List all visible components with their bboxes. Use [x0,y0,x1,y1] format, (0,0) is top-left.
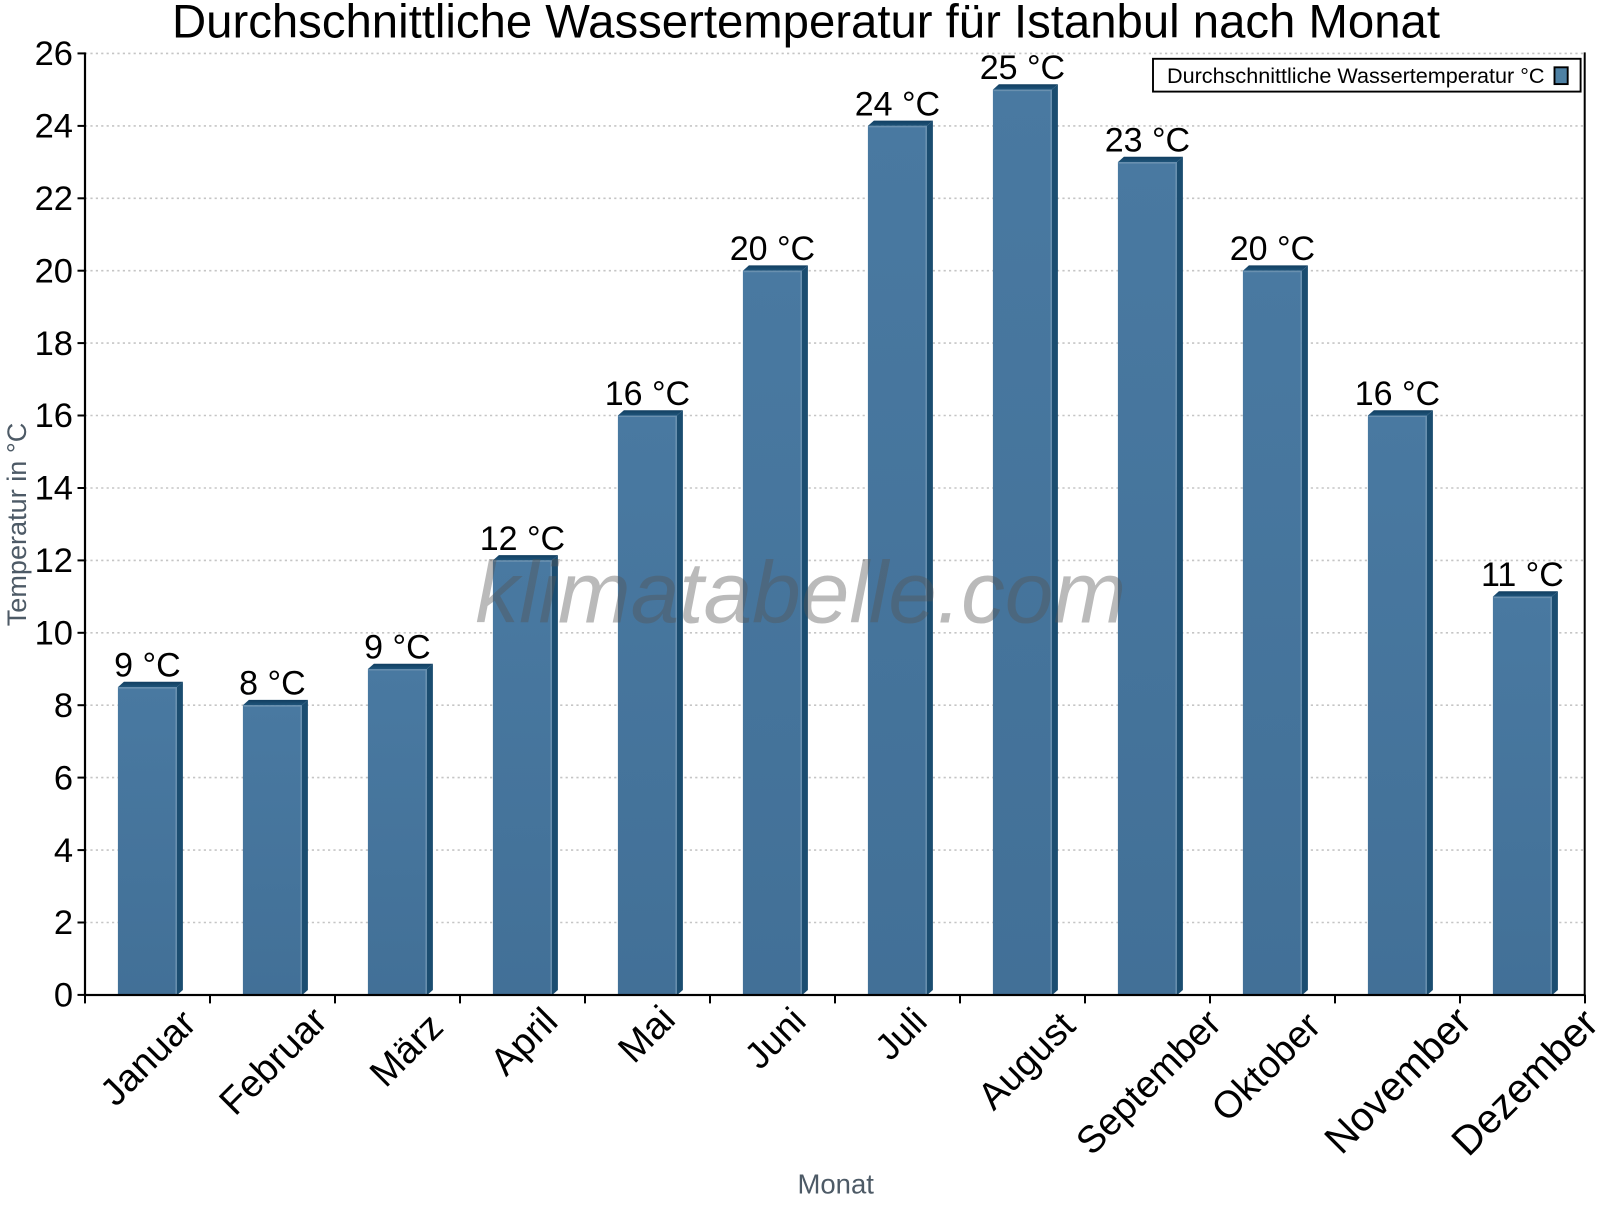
svg-text:8: 8 [54,687,73,725]
svg-text:24 °C: 24 °C [855,85,940,123]
svg-text:2: 2 [54,904,73,942]
svg-text:Temperatur in °C: Temperatur in °C [1,423,32,627]
svg-text:4: 4 [54,832,73,870]
svg-text:Durchschnittliche Wassertemper: Durchschnittliche Wassertemperatur für I… [172,0,1440,49]
svg-text:16 °C: 16 °C [605,375,690,413]
svg-text:12 °C: 12 °C [480,520,565,558]
svg-text:16 °C: 16 °C [1355,375,1440,413]
svg-text:20 °C: 20 °C [730,230,815,268]
svg-text:20: 20 [35,252,73,290]
svg-text:Monat: Monat [797,1169,874,1200]
svg-text:23 °C: 23 °C [1105,122,1190,160]
svg-text:11 °C: 11 °C [1481,556,1564,594]
svg-text:6: 6 [54,759,73,797]
svg-text:9 °C: 9 °C [364,628,431,666]
svg-text:24: 24 [35,108,73,146]
svg-text:klimatabelle.com: klimatabelle.com [475,544,1126,642]
svg-text:20 °C: 20 °C [1230,230,1315,268]
svg-text:25 °C: 25 °C [980,49,1065,87]
svg-text:10: 10 [35,615,73,653]
svg-text:Durchschnittliche Wassertemper: Durchschnittliche Wassertemperatur °C [1167,63,1544,88]
svg-text:22: 22 [35,180,73,218]
svg-text:18: 18 [35,325,73,363]
svg-text:26: 26 [35,35,73,73]
svg-text:14: 14 [35,470,73,508]
svg-text:9 °C: 9 °C [114,647,181,685]
svg-text:8 °C: 8 °C [239,665,306,703]
svg-text:0: 0 [54,977,73,1015]
svg-text:16: 16 [35,397,73,435]
svg-text:12: 12 [35,542,73,580]
